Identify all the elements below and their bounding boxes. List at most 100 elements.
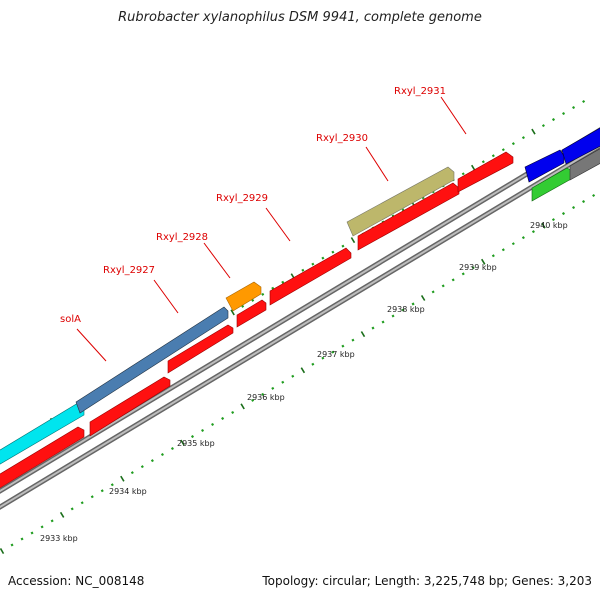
minor-tick [311,362,315,366]
minor-tick [271,286,275,290]
minor-tick [341,344,345,348]
major-tick [420,294,426,301]
minor-tick [251,298,255,302]
minor-tick [371,326,375,330]
minor-tick [50,519,54,523]
kbp-label: 2938 kbp [387,305,425,314]
minor-tick [231,410,235,414]
minor-tick [572,106,576,110]
minor-tick [321,256,325,260]
label-leader-lines [76,96,467,362]
minor-tick [281,280,285,284]
gene-feature-blue[interactable] [561,127,600,165]
kbp-label: 2934 kbp [109,487,147,496]
gene-feature-gray[interactable] [569,143,600,181]
minor-tick [582,200,586,204]
minor-tick [501,148,505,152]
minor-tick [511,142,515,146]
gene-label-rxyl-2931[interactable]: Rxyl_2931 [394,86,446,97]
minor-tick [521,136,525,140]
major-tick [300,367,306,374]
minor-tick [501,248,505,252]
minor-tick [261,392,265,396]
minor-tick [331,350,335,354]
major-tick [481,258,486,265]
major-tick [180,439,185,446]
minor-tick [391,314,395,318]
minor-tick [451,278,455,282]
minor-tick [40,525,44,529]
gene-feature-red[interactable] [167,324,234,374]
kbp-label: 2935 kbp [177,439,215,448]
minor-tick [110,483,114,487]
kbp-label: 2936 kbp [247,393,285,402]
minor-tick [251,398,255,402]
gene-feature-red[interactable] [0,426,85,494]
gene-feature-rxyl-2930[interactable] [346,166,455,237]
minor-tick [572,206,576,210]
minor-tick [441,284,445,288]
minor-tick [20,537,24,541]
gene-label-rxyl-2929[interactable]: Rxyl_2929 [216,193,268,204]
gene-label-rxyl-2927[interactable]: Rxyl_2927 [103,265,155,276]
major-tick [350,237,356,244]
inner-tick-ruler [0,193,596,554]
minor-tick [130,471,134,475]
minor-tick [341,244,345,248]
gene-label-rxyl-2928[interactable]: Rxyl_2928 [156,232,208,243]
minor-tick [140,465,144,469]
minor-tick [311,262,315,266]
minor-tick [491,254,495,258]
minor-tick [30,531,34,535]
major-tick [471,164,476,171]
major-tick [0,548,5,554]
genome-summary-text: Topology: circular; Length: 3,225,748 bp… [262,574,592,588]
minor-tick [381,320,385,324]
gene-feature-red[interactable] [236,299,267,328]
minor-tick [201,428,205,432]
minor-tick [331,250,335,254]
minor-tick [321,356,325,360]
minor-tick [211,422,215,426]
minor-tick [481,160,485,164]
minor-tick [521,236,525,240]
major-tick [240,403,245,410]
minor-tick [221,416,225,420]
major-tick [59,511,65,518]
gene-feature-blue[interactable] [524,149,565,183]
minor-tick [561,212,566,216]
minor-tick [281,380,285,384]
minor-tick [150,459,154,463]
kbp-label: 2940 kbp [530,221,568,230]
minor-tick [411,302,415,306]
kbp-label: 2933 kbp [40,534,78,543]
major-tick [531,128,536,135]
minor-tick [160,453,164,457]
minor-tick [291,374,295,378]
major-tick [360,331,366,338]
minor-tick [190,435,195,439]
minor-tick [592,193,596,198]
minor-tick [491,154,495,158]
gene-label-solA[interactable]: solA [60,314,81,325]
minor-tick [170,447,174,451]
gene-label-rxyl-2930[interactable]: Rxyl_2930 [316,133,368,144]
kbp-label: 2939 kbp [459,263,497,272]
kbp-labels: 2933 kbp 2934 kbp 2935 kbp 2936 kbp 2937… [40,221,568,543]
gene-feature-red[interactable] [89,376,171,437]
minor-tick [551,218,555,222]
forward-strand-genes [0,127,600,465]
kbp-label: 2937 kbp [317,350,355,359]
gene-feature-solA[interactable] [75,306,229,414]
minor-tick [90,495,94,499]
reverse-strand-genes [0,143,600,494]
minor-tick [431,290,435,294]
minor-tick [471,266,475,270]
gene-feature-red[interactable] [457,151,514,193]
minor-tick [271,386,275,390]
gene-feature-red[interactable] [269,247,352,306]
minor-tick [301,268,305,272]
gene-feature-rxyl-2928[interactable] [225,281,262,312]
genome-backbone [0,127,600,510]
